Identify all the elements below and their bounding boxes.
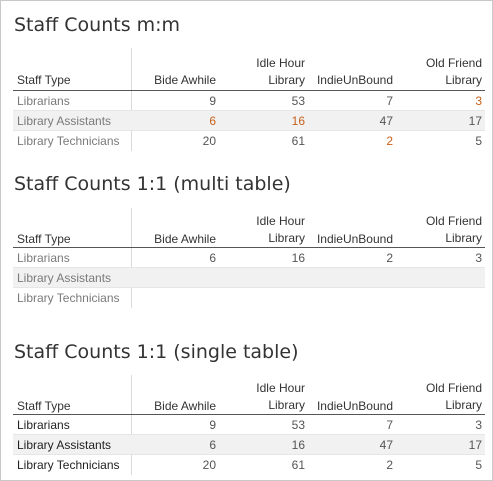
header-old-friend-line1: Old Friend (425, 381, 482, 395)
header-old-friend-line1: Old Friend (425, 214, 482, 228)
table-cell[interactable]: 17 (468, 114, 482, 128)
header-idle-hour[interactable]: Idle Hour Library (231, 213, 305, 247)
header-idle-hour-line1: Idle Hour (256, 56, 305, 70)
table-cell[interactable]: 3 (475, 418, 482, 432)
table-row: Library Technicians (13, 288, 485, 308)
table-cell[interactable] (136, 268, 216, 288)
table-title: Staff Counts 1:1 (single table) (14, 341, 299, 363)
table-row: Library Technicians 20 61 2 5 (13, 131, 485, 151)
table-cell[interactable]: 3 (475, 251, 482, 265)
header-idle-hour[interactable]: Idle Hour Library (231, 55, 305, 89)
table-row: Library Assistants 6 16 47 17 (13, 435, 485, 455)
header-staff-type[interactable]: Staff Type (17, 232, 71, 246)
table-title: Staff Counts 1:1 (multi table) (14, 173, 291, 195)
table-row: Library Assistants (13, 268, 485, 288)
header-rule (13, 90, 485, 91)
table-cell[interactable]: 6 (209, 251, 216, 265)
header-old-friend[interactable]: Old Friend Library (401, 55, 482, 89)
header-bide-awhile[interactable]: Bide Awhile (154, 232, 216, 246)
row-label: Library Assistants (17, 271, 112, 285)
table-cell[interactable]: 6 (209, 114, 216, 128)
header-idle-hour-line2: Library (268, 73, 305, 87)
table-row: Librarians 6 16 2 3 (13, 248, 485, 268)
table-cell[interactable] (313, 268, 393, 288)
column-divider (131, 375, 132, 475)
header-indieunbound[interactable]: IndieUnBound (316, 399, 393, 413)
table-cell[interactable]: 2 (386, 458, 393, 472)
header-staff-type[interactable]: Staff Type (17, 73, 71, 87)
table-cell[interactable] (225, 288, 305, 308)
header-old-friend-line2: Library (445, 398, 482, 412)
header-rule (13, 414, 485, 415)
table-cell[interactable]: 47 (379, 114, 393, 128)
row-divider (13, 130, 485, 131)
table-row: Librarians 9 53 7 3 (13, 415, 485, 435)
column-divider (131, 208, 132, 308)
table-cell[interactable] (313, 288, 393, 308)
table-cell[interactable]: 20 (202, 134, 216, 148)
header-bide-awhile[interactable]: Bide Awhile (154, 399, 216, 413)
header-indieunbound[interactable]: IndieUnBound (316, 232, 393, 246)
table-cell[interactable]: 5 (475, 458, 482, 472)
header-staff-type[interactable]: Staff Type (17, 399, 71, 413)
row-label: Library Assistants (17, 114, 112, 128)
table-cell[interactable] (402, 288, 482, 308)
table-row: Library Technicians 20 61 2 5 (13, 455, 485, 475)
table-row: Library Assistants 6 16 47 17 (13, 111, 485, 131)
table-cell[interactable]: 9 (209, 94, 216, 108)
header-idle-hour-line1: Idle Hour (256, 381, 305, 395)
row-label: Librarians (17, 251, 70, 265)
table-cell[interactable]: 16 (291, 438, 305, 452)
table-cell[interactable]: 16 (291, 251, 305, 265)
table-cell[interactable]: 3 (475, 94, 482, 108)
header-indieunbound[interactable]: IndieUnBound (316, 73, 393, 87)
table-cell[interactable] (225, 268, 305, 288)
column-divider (131, 48, 132, 151)
row-divider (13, 287, 485, 288)
table-cell[interactable]: 2 (386, 134, 393, 148)
header-idle-hour-line1: Idle Hour (256, 214, 305, 228)
table-cell[interactable]: 2 (386, 251, 393, 265)
row-label: Library Technicians (17, 134, 120, 148)
header-old-friend-line1: Old Friend (425, 56, 482, 70)
table-cell[interactable]: 7 (386, 418, 393, 432)
header-bide-awhile[interactable]: Bide Awhile (154, 73, 216, 87)
table-cell[interactable]: 20 (202, 458, 216, 472)
table-cell[interactable]: 53 (291, 418, 305, 432)
row-label: Library Assistants (17, 438, 112, 452)
header-idle-hour-line2: Library (268, 231, 305, 245)
table-cell[interactable]: 7 (386, 94, 393, 108)
row-divider (13, 434, 485, 435)
row-divider (13, 454, 485, 455)
row-label: Librarians (17, 418, 70, 432)
header-idle-hour[interactable]: Idle Hour Library (231, 380, 305, 414)
table-cell[interactable]: 5 (475, 134, 482, 148)
table-row: Librarians 9 53 7 3 (13, 91, 485, 111)
row-divider (13, 267, 485, 268)
table-cell[interactable]: 6 (209, 438, 216, 452)
header-old-friend-line2: Library (445, 73, 482, 87)
header-idle-hour-line2: Library (268, 398, 305, 412)
table-cell[interactable]: 53 (291, 94, 305, 108)
header-old-friend[interactable]: Old Friend Library (401, 213, 482, 247)
table-cell[interactable]: 16 (291, 114, 305, 128)
header-old-friend[interactable]: Old Friend Library (401, 380, 482, 414)
row-divider (13, 110, 485, 111)
table-cell[interactable] (136, 288, 216, 308)
table-cell[interactable]: 61 (291, 458, 305, 472)
table-cell[interactable] (402, 268, 482, 288)
table-cell[interactable]: 61 (291, 134, 305, 148)
header-old-friend-line2: Library (445, 231, 482, 245)
table-cell[interactable]: 47 (379, 438, 393, 452)
row-label: Library Technicians (17, 291, 120, 305)
table-title: Staff Counts m:m (14, 14, 181, 36)
table-cell[interactable]: 17 (468, 438, 482, 452)
row-label: Librarians (17, 94, 70, 108)
table-cell[interactable]: 9 (209, 418, 216, 432)
header-rule (13, 247, 485, 248)
row-label: Library Technicians (17, 458, 120, 472)
